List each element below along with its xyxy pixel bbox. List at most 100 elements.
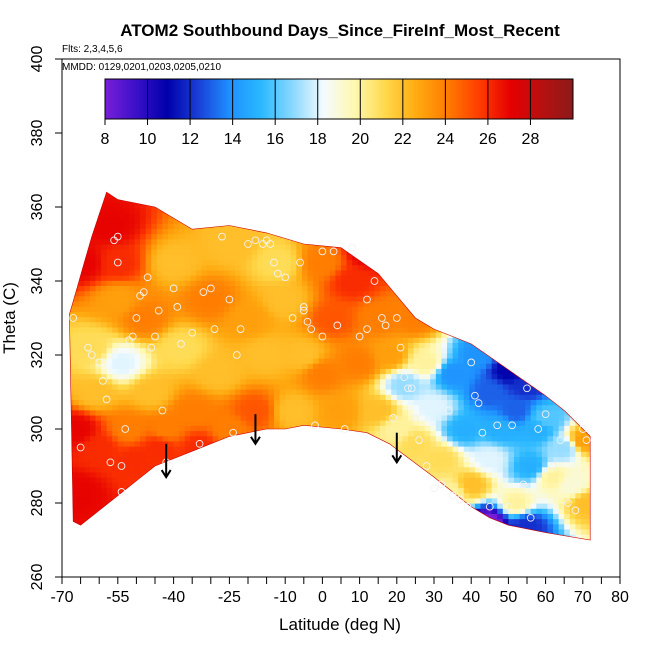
heatmap-cell (151, 492, 158, 499)
heatmap-cell (151, 518, 158, 525)
heatmap-cell (229, 306, 236, 312)
heatmap-cell (313, 399, 320, 406)
heatmap-cell (290, 311, 297, 318)
heatmap-cell (302, 177, 308, 183)
heatmap-cell (207, 414, 214, 421)
heatmap-cell (106, 539, 113, 540)
heatmap-cell (274, 177, 280, 183)
heatmap-cell (212, 254, 219, 261)
heatmap-cell (212, 259, 219, 266)
heatmap-cell (140, 295, 147, 302)
heatmap-cell (117, 471, 124, 478)
heatmap-cell (307, 534, 314, 540)
heatmap-cell (335, 414, 342, 421)
heatmap-cell (195, 300, 203, 307)
heatmap-cell (313, 207, 320, 214)
heatmap-cell (380, 249, 387, 255)
heatmap-cell (402, 202, 409, 209)
heatmap-cell (101, 523, 108, 530)
heatmap-cell (262, 534, 270, 540)
heatmap-cell (84, 326, 91, 333)
heatmap-cell (368, 192, 376, 193)
heatmap-cell (363, 378, 370, 385)
heatmap-cell (424, 326, 431, 333)
heatmap-cell (296, 311, 303, 318)
heatmap-cell (201, 249, 208, 255)
heatmap-cell (391, 264, 398, 271)
heatmap-cell (218, 451, 225, 457)
heatmap-cell (374, 425, 381, 432)
heatmap-cell (291, 177, 297, 183)
heatmap-cell (329, 503, 337, 509)
heatmap-cell (112, 182, 118, 188)
heatmap-cell (112, 264, 119, 271)
heatmap-cell (413, 373, 420, 380)
heatmap-cell (329, 513, 337, 520)
heatmap-cell (112, 466, 119, 473)
heatmap-cell (346, 446, 353, 452)
heatmap-cell (363, 321, 370, 328)
heatmap-cell (251, 280, 258, 287)
heatmap-cell (140, 508, 147, 514)
heatmap-cell (290, 539, 297, 540)
heatmap-cell (441, 539, 448, 540)
heatmap-cell (246, 264, 253, 271)
heatmap-cell (391, 544, 397, 550)
heatmap-cell (223, 326, 230, 333)
heatmap-cell (279, 513, 286, 520)
heatmap-cell (173, 425, 180, 432)
heatmap-cell (134, 513, 141, 520)
heatmap-cell (374, 177, 380, 183)
heatmap-cell (357, 249, 364, 255)
heatmap-cell (234, 337, 242, 344)
heatmap-cell (285, 461, 292, 468)
heatmap-cell (391, 425, 398, 432)
heatmap-cell (156, 254, 164, 261)
heatmap-cell (168, 534, 175, 540)
heatmap-cell (195, 487, 203, 494)
heatmap-cell (301, 363, 309, 369)
heatmap-cell (229, 238, 236, 245)
heatmap-cell (318, 404, 325, 411)
heatmap-cell (73, 347, 80, 354)
heatmap-cell (234, 373, 242, 380)
heatmap-cell (101, 233, 108, 240)
heatmap-cell (318, 528, 325, 535)
heatmap-cell (89, 259, 97, 266)
heatmap-cell (223, 337, 230, 344)
heatmap-cell (69, 347, 74, 354)
heatmap-cell (413, 471, 420, 478)
heatmap-cell (257, 471, 264, 478)
heatmap-cell (335, 544, 341, 550)
heatmap-cell (313, 233, 320, 240)
heatmap-cell (257, 451, 264, 457)
heatmap-cell (190, 228, 197, 235)
heatmap-cell (246, 368, 253, 375)
heatmap-cell (374, 192, 381, 193)
heatmap-cell (173, 357, 180, 364)
heatmap-cell (363, 352, 370, 359)
heatmap-cell (145, 280, 152, 287)
heatmap-cell (84, 269, 91, 276)
heatmap-cell (162, 513, 169, 520)
heatmap-cell (156, 446, 164, 452)
heatmap-cell (313, 259, 320, 266)
heatmap-cell (212, 342, 219, 349)
heatmap-cell (128, 264, 136, 271)
heatmap-cell (407, 435, 415, 442)
heatmap-cell (229, 425, 236, 432)
heatmap-cell (234, 244, 242, 250)
heatmap-cell (184, 306, 191, 312)
heatmap-cell (156, 300, 164, 307)
heatmap-cell (207, 316, 214, 323)
heatmap-cell (396, 430, 403, 437)
heatmap-cell (262, 192, 270, 198)
heatmap-cell (173, 513, 180, 520)
heatmap-cell (207, 523, 214, 530)
heatmap-cell (435, 202, 443, 209)
heatmap-cell (140, 523, 147, 530)
heatmap-cell (84, 477, 91, 483)
heatmap-cell (190, 477, 197, 483)
heatmap-cell (329, 487, 337, 494)
heatmap-cell (391, 207, 398, 214)
